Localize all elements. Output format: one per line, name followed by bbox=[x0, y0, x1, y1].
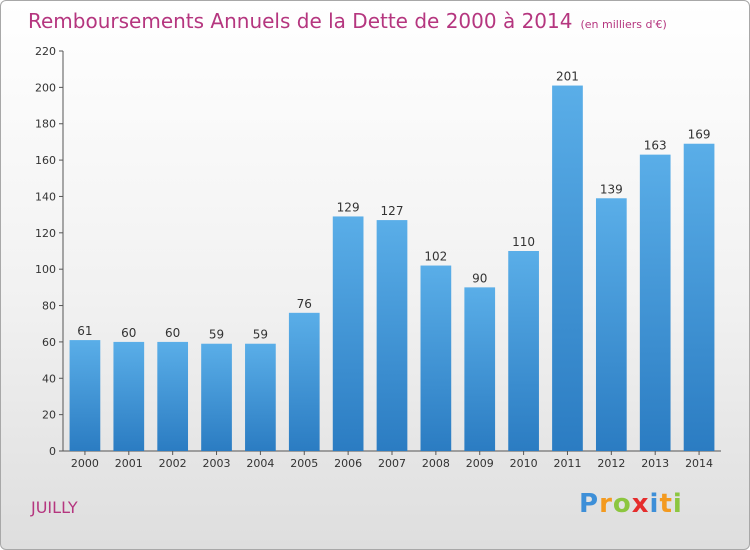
y-tick-label: 60 bbox=[42, 336, 56, 349]
data-label-2012: 139 bbox=[600, 182, 623, 196]
x-tick-label-2006: 2006 bbox=[334, 457, 362, 470]
data-label-2007: 127 bbox=[381, 204, 404, 218]
bar-2008 bbox=[420, 265, 452, 451]
y-tick-label: 140 bbox=[35, 190, 56, 203]
x-tick-label-2005: 2005 bbox=[290, 457, 318, 470]
y-tick-label: 180 bbox=[35, 118, 56, 131]
data-label-2010: 110 bbox=[512, 235, 535, 249]
bar-2014 bbox=[683, 143, 715, 451]
data-label-2001: 60 bbox=[121, 326, 136, 340]
chart-title: Remboursements Annuels de la Dette de 20… bbox=[28, 9, 667, 33]
y-tick-label: 0 bbox=[49, 445, 56, 458]
data-label-2009: 90 bbox=[472, 271, 487, 285]
bar-2012 bbox=[595, 198, 627, 451]
x-tick-label-2013: 2013 bbox=[641, 457, 669, 470]
data-label-2014: 169 bbox=[688, 128, 711, 142]
bar-2005 bbox=[288, 312, 320, 451]
chart-labels: 61 2000 60 2001 60 2002 59 2003 59 2004 76 2005 129 2… bbox=[71, 70, 713, 470]
y-tick-label: 40 bbox=[42, 372, 56, 385]
bar-2002 bbox=[157, 341, 189, 451]
data-label-2003: 59 bbox=[209, 328, 224, 342]
y-tick-label: 200 bbox=[35, 81, 56, 94]
x-tick-label-2012: 2012 bbox=[597, 457, 625, 470]
x-tick-label-2009: 2009 bbox=[466, 457, 494, 470]
x-tick-label-2002: 2002 bbox=[159, 457, 187, 470]
x-tick-label-2003: 2003 bbox=[203, 457, 231, 470]
data-label-2011: 201 bbox=[556, 70, 579, 84]
bar-2000 bbox=[69, 340, 101, 451]
data-label-2004: 59 bbox=[253, 328, 268, 342]
chart-title-text: Remboursements Annuels de la Dette de 20… bbox=[28, 9, 573, 33]
bar-2009 bbox=[464, 287, 496, 451]
bar-2007 bbox=[376, 220, 408, 451]
x-tick-label-2011: 2011 bbox=[553, 457, 581, 470]
data-label-2002: 60 bbox=[165, 326, 180, 340]
bar-2006 bbox=[332, 216, 364, 451]
y-tick-label: 160 bbox=[35, 154, 56, 167]
data-label-2008: 102 bbox=[424, 250, 447, 264]
y-tick-label: 20 bbox=[42, 409, 56, 422]
data-label-2006: 129 bbox=[337, 200, 360, 214]
y-tick-label: 80 bbox=[42, 300, 56, 313]
bar-2001 bbox=[113, 341, 145, 451]
y-tick-label: 120 bbox=[35, 227, 56, 240]
bar-2011 bbox=[552, 85, 583, 451]
chart-unit-label: (en milliers d'€) bbox=[580, 18, 667, 31]
bar-2004 bbox=[245, 343, 276, 451]
bar-2013 bbox=[639, 154, 671, 452]
x-tick-label-2004: 2004 bbox=[246, 457, 274, 470]
x-tick-label-2001: 2001 bbox=[115, 457, 143, 470]
data-label-2000: 61 bbox=[77, 324, 92, 338]
bar-2003 bbox=[201, 343, 232, 451]
y-tick-label: 100 bbox=[35, 263, 56, 276]
y-tick-label: 220 bbox=[35, 45, 56, 58]
proxiti-logo: Proxiti bbox=[579, 489, 683, 519]
chart-bars bbox=[69, 85, 715, 452]
x-tick-label-2007: 2007 bbox=[378, 457, 406, 470]
city-name: JUILLY bbox=[31, 498, 78, 517]
x-tick-label-2014: 2014 bbox=[685, 457, 713, 470]
x-tick-label-2000: 2000 bbox=[71, 457, 99, 470]
data-label-2013: 163 bbox=[644, 139, 667, 153]
bar-2010 bbox=[508, 251, 539, 451]
x-tick-label-2010: 2010 bbox=[510, 457, 538, 470]
data-label-2005: 76 bbox=[297, 297, 312, 311]
x-tick-label-2008: 2008 bbox=[422, 457, 450, 470]
